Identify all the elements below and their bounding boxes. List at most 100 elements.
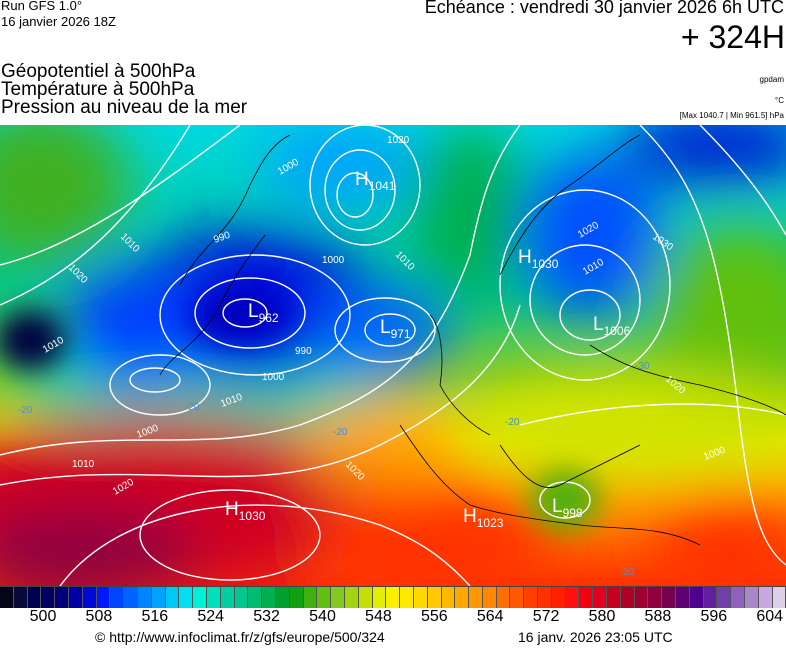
- colorbar-swatch: [0, 587, 14, 608]
- unit-temperature: °C: [775, 96, 784, 105]
- colorbar-swatch: [82, 587, 97, 608]
- colorbar-swatch: [96, 587, 111, 608]
- high-pressure-center: H1023: [463, 506, 504, 530]
- isotherm-label: -20: [185, 402, 200, 413]
- colorbar-swatch: [165, 587, 180, 608]
- high-pressure-center: H1030: [518, 247, 559, 271]
- pressure-centers: H1041 L962 L971 H1030 L1006 H1030 H1023 L998: [225, 169, 631, 530]
- colorbar-swatch: [579, 587, 594, 608]
- colorbar-swatch: [455, 587, 470, 608]
- colorbar-swatch: [27, 587, 42, 608]
- low-pressure-center: L1006: [593, 314, 631, 338]
- colorbar-swatch: [758, 587, 773, 608]
- colorbar-tick-label: 572: [532, 608, 560, 625]
- colorbar-swatch: [303, 587, 318, 608]
- colorbar-swatch: [372, 587, 387, 608]
- colorbar-tick-label: 588: [644, 608, 672, 625]
- isotherm-label: -20: [505, 417, 520, 428]
- colorbar-swatch: [469, 587, 483, 608]
- high-pressure-center: H1030: [225, 499, 266, 523]
- colorbar-swatch: [110, 587, 125, 608]
- run-model: Run GFS 1.0°: [1, 0, 83, 13]
- colorbar-swatch: [662, 587, 677, 608]
- colorbar-tick-label: 540: [309, 608, 336, 625]
- isotherm-label: -30: [635, 361, 650, 372]
- isobar-label: 1000: [262, 372, 285, 383]
- unit-geopotential: gpdam: [759, 75, 784, 84]
- generated-time: 16 janv. 2026 23:05 UTC: [518, 629, 673, 645]
- forecast-hour: + 324H: [680, 19, 785, 55]
- colorbar-swatch: [551, 587, 566, 608]
- colorbar-swatch: [510, 587, 525, 608]
- copyright-link[interactable]: © http://www.infoclimat.fr/z/gfs/europe/…: [95, 629, 385, 645]
- colorbar-tick-label: 564: [476, 608, 504, 625]
- colorbar-swatch: [41, 587, 56, 608]
- colorbar-tick-label: 508: [85, 608, 113, 625]
- colorbar-swatch: [731, 587, 746, 608]
- colorbar-tick-label: 596: [700, 608, 728, 625]
- low-pressure-center: L998: [552, 496, 583, 520]
- colorbar-tick-label: 524: [197, 608, 225, 625]
- geopotential-field: [0, 125, 786, 586]
- colorbar-swatch: [441, 587, 456, 608]
- colorbar-swatch: [538, 587, 552, 608]
- colorbar-swatch: [607, 587, 621, 608]
- run-date: 16 janvier 2026 18Z: [1, 14, 116, 29]
- colorbar-swatch: [124, 587, 138, 608]
- isobar-label: 990: [295, 346, 312, 357]
- isotherm-labels: -20 -20 -20 -30 -20 -20: [18, 361, 650, 578]
- colorbar-swatch: [179, 587, 194, 608]
- colorbar-swatch: [344, 587, 359, 608]
- colorbar-swatch: [234, 587, 249, 608]
- colorbar-tick-label: 500: [29, 608, 57, 625]
- colorbar-swatch: [648, 587, 663, 608]
- coastlines: [159, 134, 786, 546]
- isobar-label: 1020: [387, 135, 410, 146]
- colorbar-swatch: [689, 587, 704, 608]
- colorbar-swatch: [358, 587, 373, 608]
- colorbar-swatch: [289, 587, 304, 608]
- colorbar-swatch: [400, 587, 414, 608]
- colorbar-swatch: [482, 587, 497, 608]
- colorbar-swatch: [427, 587, 442, 608]
- colorbar-swatch: [193, 587, 207, 608]
- isotherm-label: -20: [333, 427, 348, 438]
- colorbar-swatch: [620, 587, 635, 608]
- colorbar-swatch: [745, 587, 759, 608]
- low-pressure-center: L971: [380, 317, 411, 341]
- colorbar-swatch: [413, 587, 428, 608]
- colorbar-swatch: [275, 587, 290, 608]
- colorbar-swatch: [386, 587, 401, 608]
- run-info: Run GFS 1.0° 16 janvier 2026 18Z: [1, 0, 116, 30]
- colorbar-swatch: [55, 587, 69, 608]
- colorbar-swatch: [593, 587, 608, 608]
- valid-time: Echéance : vendredi 30 janvier 2026 6h U…: [424, 0, 784, 17]
- unit-pressure-range: [Max 1040.7 | Min 961.5] hPa: [679, 111, 784, 120]
- isobar-label: 1010: [72, 459, 95, 470]
- isotherm-label: -20: [620, 567, 635, 578]
- colorbar-swatch: [331, 587, 345, 608]
- colorbar-tick-label: 580: [588, 608, 616, 625]
- isobar-label: 1000: [322, 255, 345, 266]
- isobars: [0, 125, 786, 586]
- colorbar-swatch: [68, 587, 83, 608]
- colorbar-swatch: [220, 587, 235, 608]
- colorbar-swatch: [496, 587, 511, 608]
- colorbar-swatch: [524, 587, 539, 608]
- low-pressure-center: L962: [248, 301, 279, 325]
- colorbar-swatch: [772, 587, 786, 608]
- high-pressure-center: H1041: [355, 169, 396, 193]
- colorbar-swatch: [634, 587, 649, 608]
- colorbar-swatch: [137, 587, 152, 608]
- title-temperature: Température à 500hPa: [1, 79, 195, 100]
- colorbar-swatch: [317, 587, 332, 608]
- colorbar-tick-label: 532: [253, 608, 280, 625]
- colorbar-swatch: [13, 587, 28, 608]
- isotherm-label: -20: [18, 405, 33, 416]
- colorbar-swatch: [676, 587, 690, 608]
- colorbar-swatch: [565, 587, 580, 608]
- colorbar-swatch: [703, 587, 718, 608]
- colorbar-tick-label: 604: [756, 608, 784, 625]
- colorbar-tick-label: 516: [141, 608, 169, 625]
